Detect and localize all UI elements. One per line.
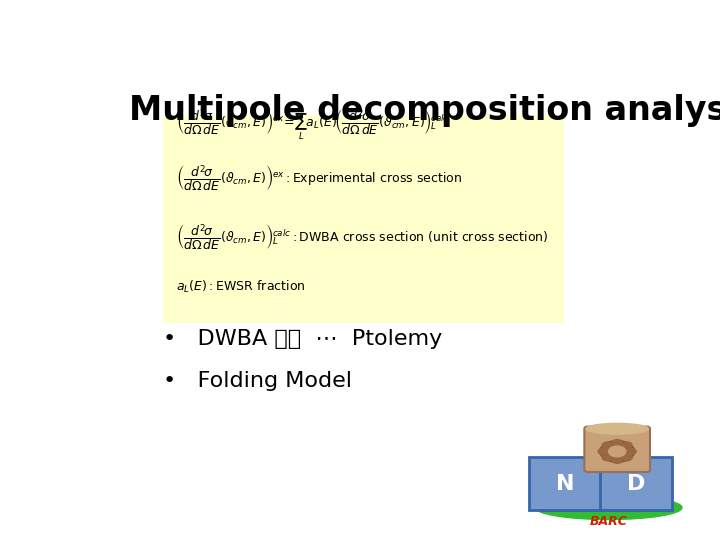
Text: •   DWBA 計算  ⋯  Ptolemy: • DWBA 計算 ⋯ Ptolemy — [163, 329, 442, 349]
Circle shape — [602, 454, 613, 461]
Text: •   Folding Model: • Folding Model — [163, 371, 351, 391]
FancyBboxPatch shape — [529, 457, 602, 510]
FancyBboxPatch shape — [163, 114, 564, 322]
Text: $\left(\dfrac{d^2\!\sigma}{d\Omega\, dE}(\vartheta_{cm},E)\right)^{\!calc}_{\!L}: $\left(\dfrac{d^2\!\sigma}{d\Omega\, dE}… — [176, 222, 549, 253]
Circle shape — [598, 448, 608, 455]
Circle shape — [602, 442, 613, 449]
Circle shape — [612, 440, 622, 446]
Circle shape — [608, 446, 626, 457]
Circle shape — [612, 457, 622, 463]
Text: D: D — [627, 474, 645, 494]
Ellipse shape — [586, 423, 648, 434]
FancyBboxPatch shape — [600, 457, 672, 510]
Circle shape — [600, 441, 634, 462]
Text: BARC: BARC — [590, 515, 628, 528]
Text: $a_L(E): \mathrm{EWSR\ fraction}$: $a_L(E): \mathrm{EWSR\ fraction}$ — [176, 279, 306, 295]
Ellipse shape — [535, 496, 682, 519]
Text: N: N — [556, 474, 575, 494]
Text: Multipole decomposition analysis (MDA): Multipole decomposition analysis (MDA) — [129, 94, 720, 127]
Circle shape — [626, 448, 636, 455]
Circle shape — [622, 454, 632, 461]
FancyBboxPatch shape — [585, 427, 650, 472]
Circle shape — [622, 442, 632, 449]
Text: $\left(\dfrac{d^2\!\sigma}{d\Omega\, dE}(\vartheta_{cm},E)\right)^{\!ex}$$\!=\!\: $\left(\dfrac{d^2\!\sigma}{d\Omega\, dE}… — [176, 107, 450, 143]
Text: $\left(\dfrac{d^2\!\sigma}{d\Omega\, dE}(\vartheta_{cm},E)\right)^{\!ex}$$ : \ma: $\left(\dfrac{d^2\!\sigma}{d\Omega\, dE}… — [176, 164, 463, 194]
